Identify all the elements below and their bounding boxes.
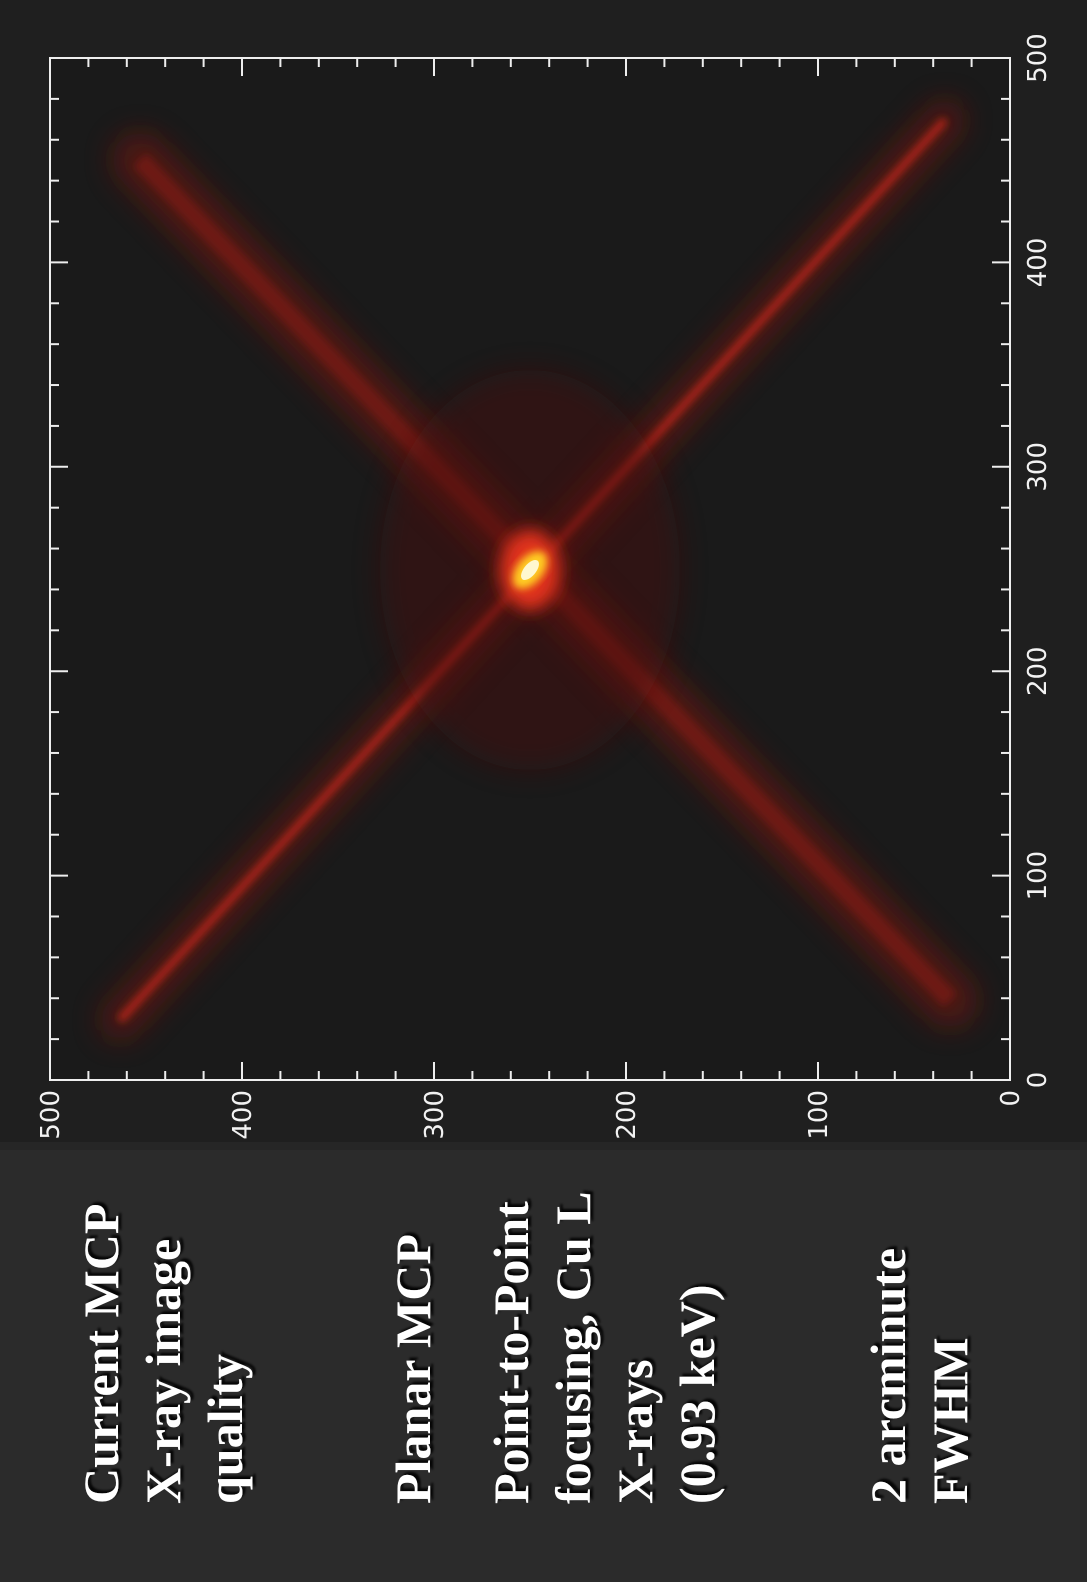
slide-text-line: Planar MCP [385,1234,441,1504]
slide-text-line: Point-to-Point [483,1201,539,1504]
y-tick-label: 400 [228,1090,258,1140]
page: Current MCPX-ray imagequality Planar MCP P… [0,0,1087,1582]
y-tick-label: 500 [36,1090,66,1140]
slide-text-line: X-rays [607,1360,663,1504]
y-tick-label: 0 [996,1090,1026,1107]
y-tick-label: 200 [612,1090,642,1140]
x-tick-label: 500 [1023,33,1053,83]
x-tick-label: 400 [1023,238,1053,288]
slide-text-line: Current MCP [73,1204,129,1504]
slide-text-line: focusing, Cu L [545,1191,601,1504]
x-tick-label: 300 [1023,442,1053,492]
slide-text-line: (0.93 keV) [669,1285,725,1504]
slide: Current MCPX-ray imagequality Planar MCP P… [0,0,1087,1582]
x-tick-label: 200 [1023,646,1053,696]
slide-text-line: quality [197,1354,253,1504]
slide-text-line: X-ray image [135,1239,191,1504]
x-tick-label: 0 [1023,1072,1053,1089]
slide-text-line: 2 arcminute [860,1248,916,1504]
y-tick-label: 300 [420,1090,450,1140]
slide-text-line: FWHM [922,1337,978,1504]
y-tick-label: 100 [804,1090,834,1140]
x-tick-label: 100 [1023,851,1053,901]
slide-canvas: Current MCPX-ray imagequality Planar MCP P… [0,0,1087,1582]
